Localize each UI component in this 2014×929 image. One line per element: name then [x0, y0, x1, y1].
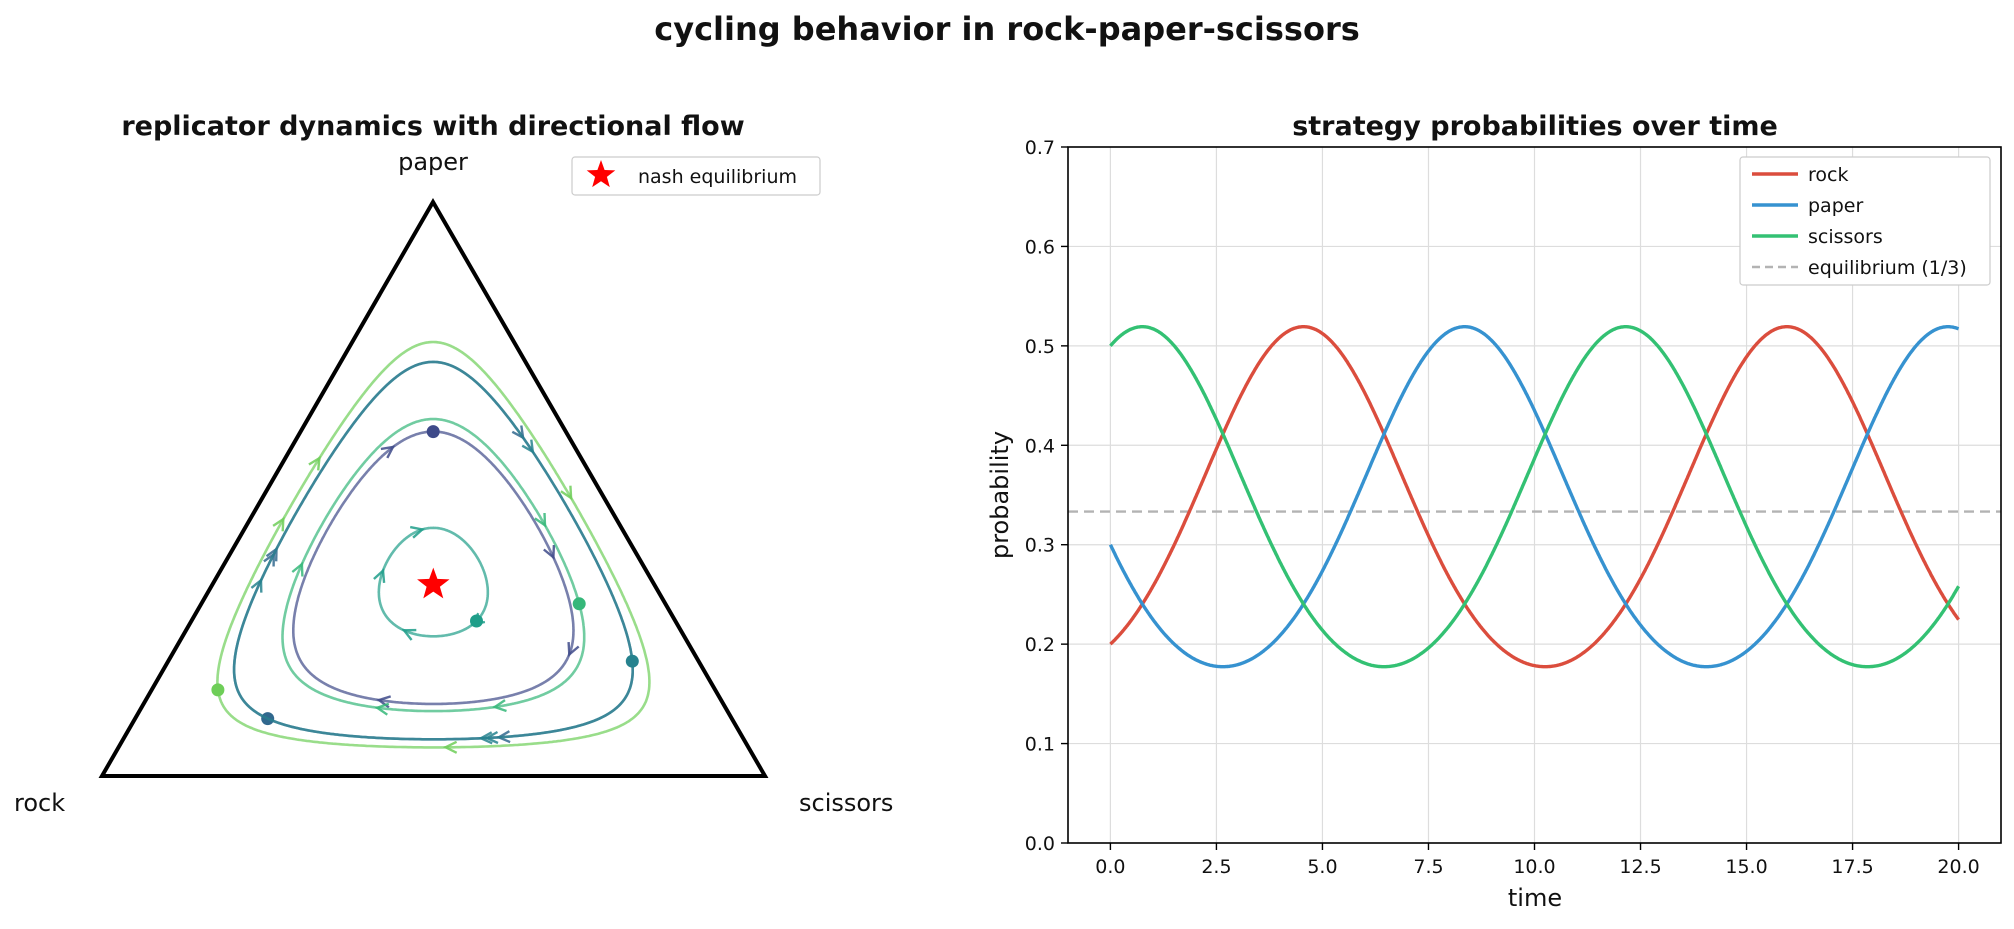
- y-tick-label: 0.2: [1025, 634, 1055, 656]
- trajectory-start-point: [211, 683, 225, 697]
- trajectories: [211, 340, 651, 754]
- legend-star-icon: [586, 160, 616, 188]
- direction-arrow: [442, 740, 458, 754]
- y-tick-label: 0.3: [1025, 535, 1055, 557]
- trajectory-start-point: [426, 425, 440, 439]
- y-ticks: 0.0 0.1 0.2 0.3 0.4 0.5 0.6 0.7: [1025, 137, 1068, 855]
- trajectory-line: [281, 417, 586, 713]
- direction-arrow: [308, 455, 321, 471]
- y-tick-label: 0.1: [1025, 734, 1055, 756]
- series-line-paper: [1108, 325, 1960, 669]
- series-line-rock: [1109, 325, 1960, 669]
- y-tick-label: 0.0: [1025, 833, 1055, 855]
- legend-label-nash: nash equilibrium: [638, 166, 797, 188]
- nash-equilibrium-marker: [417, 567, 450, 599]
- timeseries-legend-frame: [1739, 156, 1991, 286]
- x-tick-label: 10.0: [1513, 856, 1555, 878]
- y-tick-label: 0.5: [1025, 336, 1055, 358]
- direction-arrow: [543, 544, 556, 560]
- direction-arrow: [567, 642, 580, 657]
- direction-arrow: [534, 512, 547, 528]
- x-axis-label: time: [1508, 884, 1562, 912]
- x-tick-label: 7.5: [1413, 856, 1443, 878]
- y-tick-label: 0.7: [1025, 137, 1055, 159]
- direction-arrow: [484, 730, 499, 745]
- series-line-scissors: [1109, 325, 1961, 669]
- series-lines: [1068, 325, 2001, 669]
- direction-arrow: [373, 568, 386, 584]
- figure-title: cycling behavior in rock-paper-scissors: [654, 10, 1360, 48]
- simplex-legend: nash equilibrium: [571, 156, 821, 196]
- x-tick-label: 5.0: [1307, 856, 1337, 878]
- trajectory-line: [377, 526, 490, 638]
- trajectory-line: [216, 340, 651, 749]
- simplex-chart: replicator dynamics with directional flo…: [14, 111, 893, 817]
- x-tick-label: 20.0: [1937, 856, 1979, 878]
- direction-arrow: [401, 628, 417, 641]
- trajectory-start-point: [470, 614, 483, 628]
- x-ticks: 0.0 2.5 5.0 7.5 10.0 12.5 15.0 17.5 20.0: [1095, 843, 1980, 878]
- direction-arrow: [272, 516, 285, 532]
- y-axis-label: probability: [986, 431, 1014, 559]
- direction-arrow: [380, 445, 396, 459]
- direction-arrow: [560, 485, 573, 501]
- trajectory-line: [232, 360, 634, 741]
- x-tick-label: 15.0: [1725, 856, 1767, 878]
- direction-arrow: [492, 699, 507, 713]
- trajectory-line: [292, 430, 575, 706]
- equilibrium-marker-group: [417, 567, 450, 599]
- vertex-label-rock: rock: [14, 789, 65, 817]
- direction-arrow: [374, 702, 390, 716]
- direction-arrow: [521, 439, 535, 455]
- simplex-triangle: [98, 198, 769, 778]
- legend-label: scissors: [1808, 226, 1883, 248]
- direction-arrow: [291, 561, 304, 577]
- simplex-title: replicator dynamics with directional flo…: [121, 111, 744, 142]
- x-tick-label: 12.5: [1619, 856, 1661, 878]
- simplex-legend-frame: [571, 156, 821, 196]
- vertex-label-scissors: scissors: [799, 789, 893, 817]
- y-tick-label: 0.4: [1025, 435, 1055, 457]
- timeseries-title: strategy probabilities over time: [1292, 111, 1778, 142]
- direction-arrow: [250, 577, 263, 593]
- x-tick-label: 2.5: [1201, 856, 1231, 878]
- trajectory-start-point: [572, 597, 586, 611]
- vertex-label-paper: paper: [398, 148, 468, 176]
- legend-label: paper: [1808, 195, 1863, 217]
- direction-arrow: [478, 731, 493, 745]
- direction-arrow: [409, 525, 425, 539]
- x-tick-label: 17.5: [1831, 856, 1873, 878]
- trajectory-start-point: [625, 654, 639, 668]
- y-tick-label: 0.6: [1025, 236, 1055, 258]
- timeseries-legend: rock paper scissors equilibrium (1/3): [1739, 156, 1991, 286]
- x-tick-label: 0.0: [1095, 856, 1125, 878]
- timeseries-chart: strategy probabilities over time 0.0 2.5 5…: [986, 111, 2002, 912]
- legend-label: equilibrium (1/3): [1808, 257, 1967, 279]
- legend-label: rock: [1808, 164, 1848, 186]
